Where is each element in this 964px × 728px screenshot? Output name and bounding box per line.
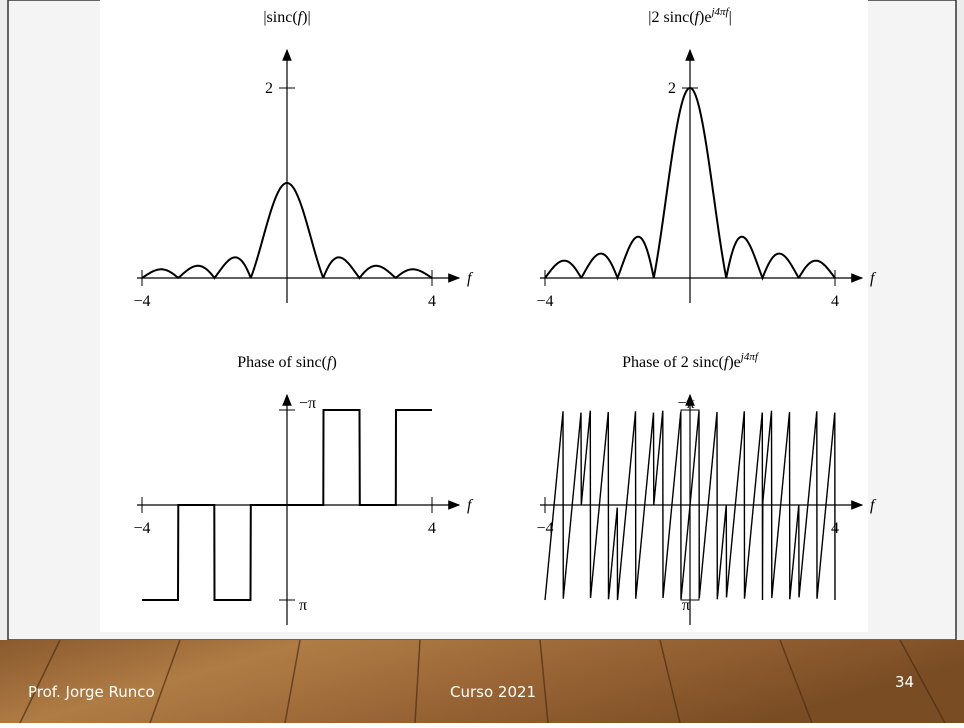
footer-course: Curso 2021: [450, 683, 536, 701]
title-part: j4πf: [709, 6, 730, 18]
title-part: |sinc(: [263, 9, 297, 26]
x-tick-label: −4: [536, 293, 553, 310]
slide: Prof. Jorge Runco Curso 2021 34 f−44|sin…: [0, 0, 964, 723]
title-part: |: [729, 9, 732, 26]
title-part: ): [331, 354, 336, 371]
y-tick-label: π: [299, 597, 307, 614]
y-tick-label: 2: [668, 80, 676, 97]
x-tick-label: −4: [133, 293, 150, 310]
title-part: |2 sinc(: [648, 9, 694, 26]
title-part: j4πf: [739, 351, 760, 363]
title-part: )e: [728, 354, 740, 371]
x-tick-label: 4: [831, 293, 839, 310]
y-tick-label: −π: [677, 395, 694, 412]
y-tick-label: −π: [299, 395, 316, 412]
plot-title: Phase of 2 sinc(f)ej4πf: [622, 351, 760, 371]
x-tick-label: 4: [428, 293, 436, 310]
title-part: )e: [699, 9, 711, 26]
plot-title: |sinc(f)|: [263, 9, 310, 26]
wood-floor: [0, 640, 964, 723]
y-tick-label: 2: [265, 80, 273, 97]
x-tick-label: 4: [428, 520, 436, 537]
title-part: )|: [302, 9, 311, 26]
title-part: Phase of sinc(: [237, 354, 327, 371]
x-tick-label: −4: [133, 520, 150, 537]
page-number: 34: [895, 673, 914, 691]
title-part: Phase of 2 sinc(: [622, 354, 724, 371]
footer-author: Prof. Jorge Runco: [28, 683, 155, 701]
plot-title: Phase of sinc(f): [237, 354, 337, 371]
